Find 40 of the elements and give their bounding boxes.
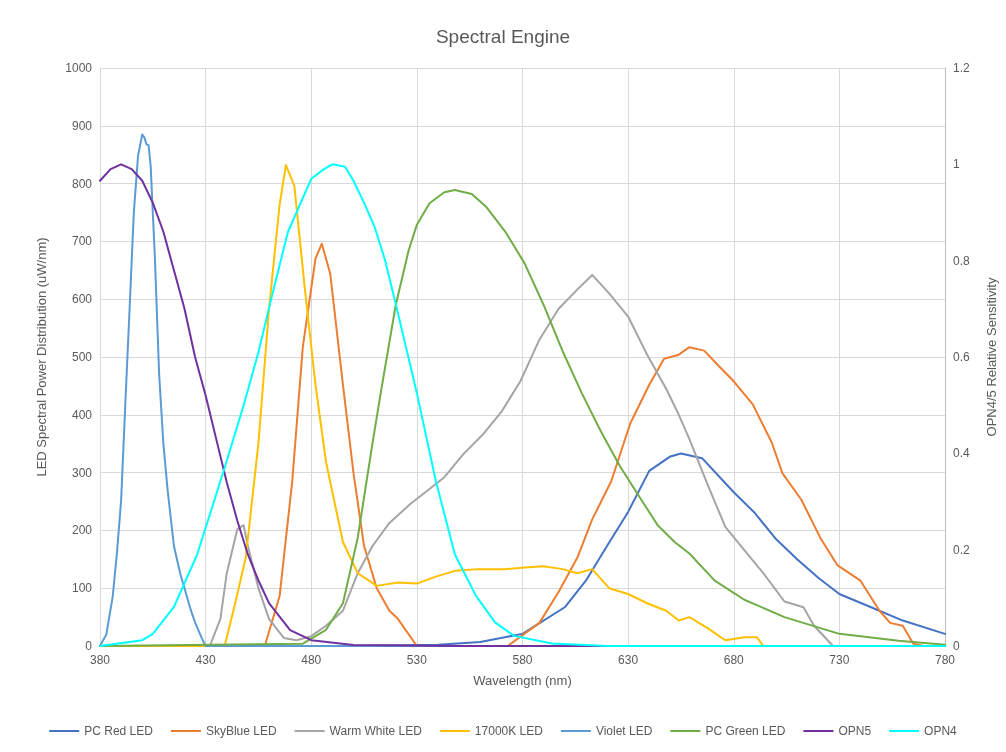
y-tick-label: 200 (71, 523, 93, 538)
y2-tick-label: 0.2 (953, 542, 971, 557)
x-axis-title: Wavelength (nm) (473, 673, 572, 688)
x-tick-label: 380 (89, 653, 111, 667)
x-tick-label: 780 (934, 653, 956, 667)
y-tick-label: 0 (85, 639, 93, 653)
legend-label: OPN5 (838, 724, 872, 738)
y-tick-label: 600 (71, 292, 93, 307)
x-tick-label: 730 (829, 653, 850, 667)
legend-label: OPN4 (924, 724, 958, 738)
y2-tick-label: 0.8 (953, 253, 971, 268)
legend-label: PC Green LED (705, 724, 786, 738)
y-tick-label: 1000 (65, 61, 93, 75)
legend-label: SkyBlue LED (205, 724, 277, 738)
y2-tick-label: 1.2 (953, 61, 971, 75)
y-tick-label: 300 (71, 465, 93, 480)
x-tick-label: 630 (618, 653, 639, 667)
legend-label: 17000K LED (474, 724, 544, 738)
y2-tick-label: 0.4 (953, 446, 971, 461)
x-tick-label: 530 (406, 653, 428, 667)
legend-label: PC Red LED (84, 724, 154, 738)
y-axis-title: LED Spectral Power Distribution (uW/nm) (34, 237, 49, 477)
y-tick-label: 700 (71, 234, 93, 249)
x-tick-label: 480 (301, 653, 322, 667)
line-series (263, 242, 925, 647)
y-tick-label: 800 (71, 176, 93, 191)
y2-tick-label: 0 (953, 639, 960, 653)
y2-tick-label: 1 (953, 157, 960, 172)
chart-title: Spectral Engine (435, 26, 571, 47)
x-tick-label: 580 (512, 653, 533, 667)
y-tick-label: 100 (71, 581, 93, 596)
y-tick-label: 500 (71, 350, 93, 364)
y2-axis-title: OPN4/5 Relative Sensitivity (984, 277, 999, 437)
y-tick-label: 900 (71, 118, 93, 133)
y-tick-label: 400 (71, 407, 93, 422)
legend-label: Warm White LED (329, 724, 423, 738)
x-tick-label: 430 (195, 653, 216, 667)
x-tick-label: 680 (723, 653, 745, 667)
y2-tick-label: 0.6 (953, 350, 971, 364)
legend-label: Violet LED (595, 724, 653, 738)
